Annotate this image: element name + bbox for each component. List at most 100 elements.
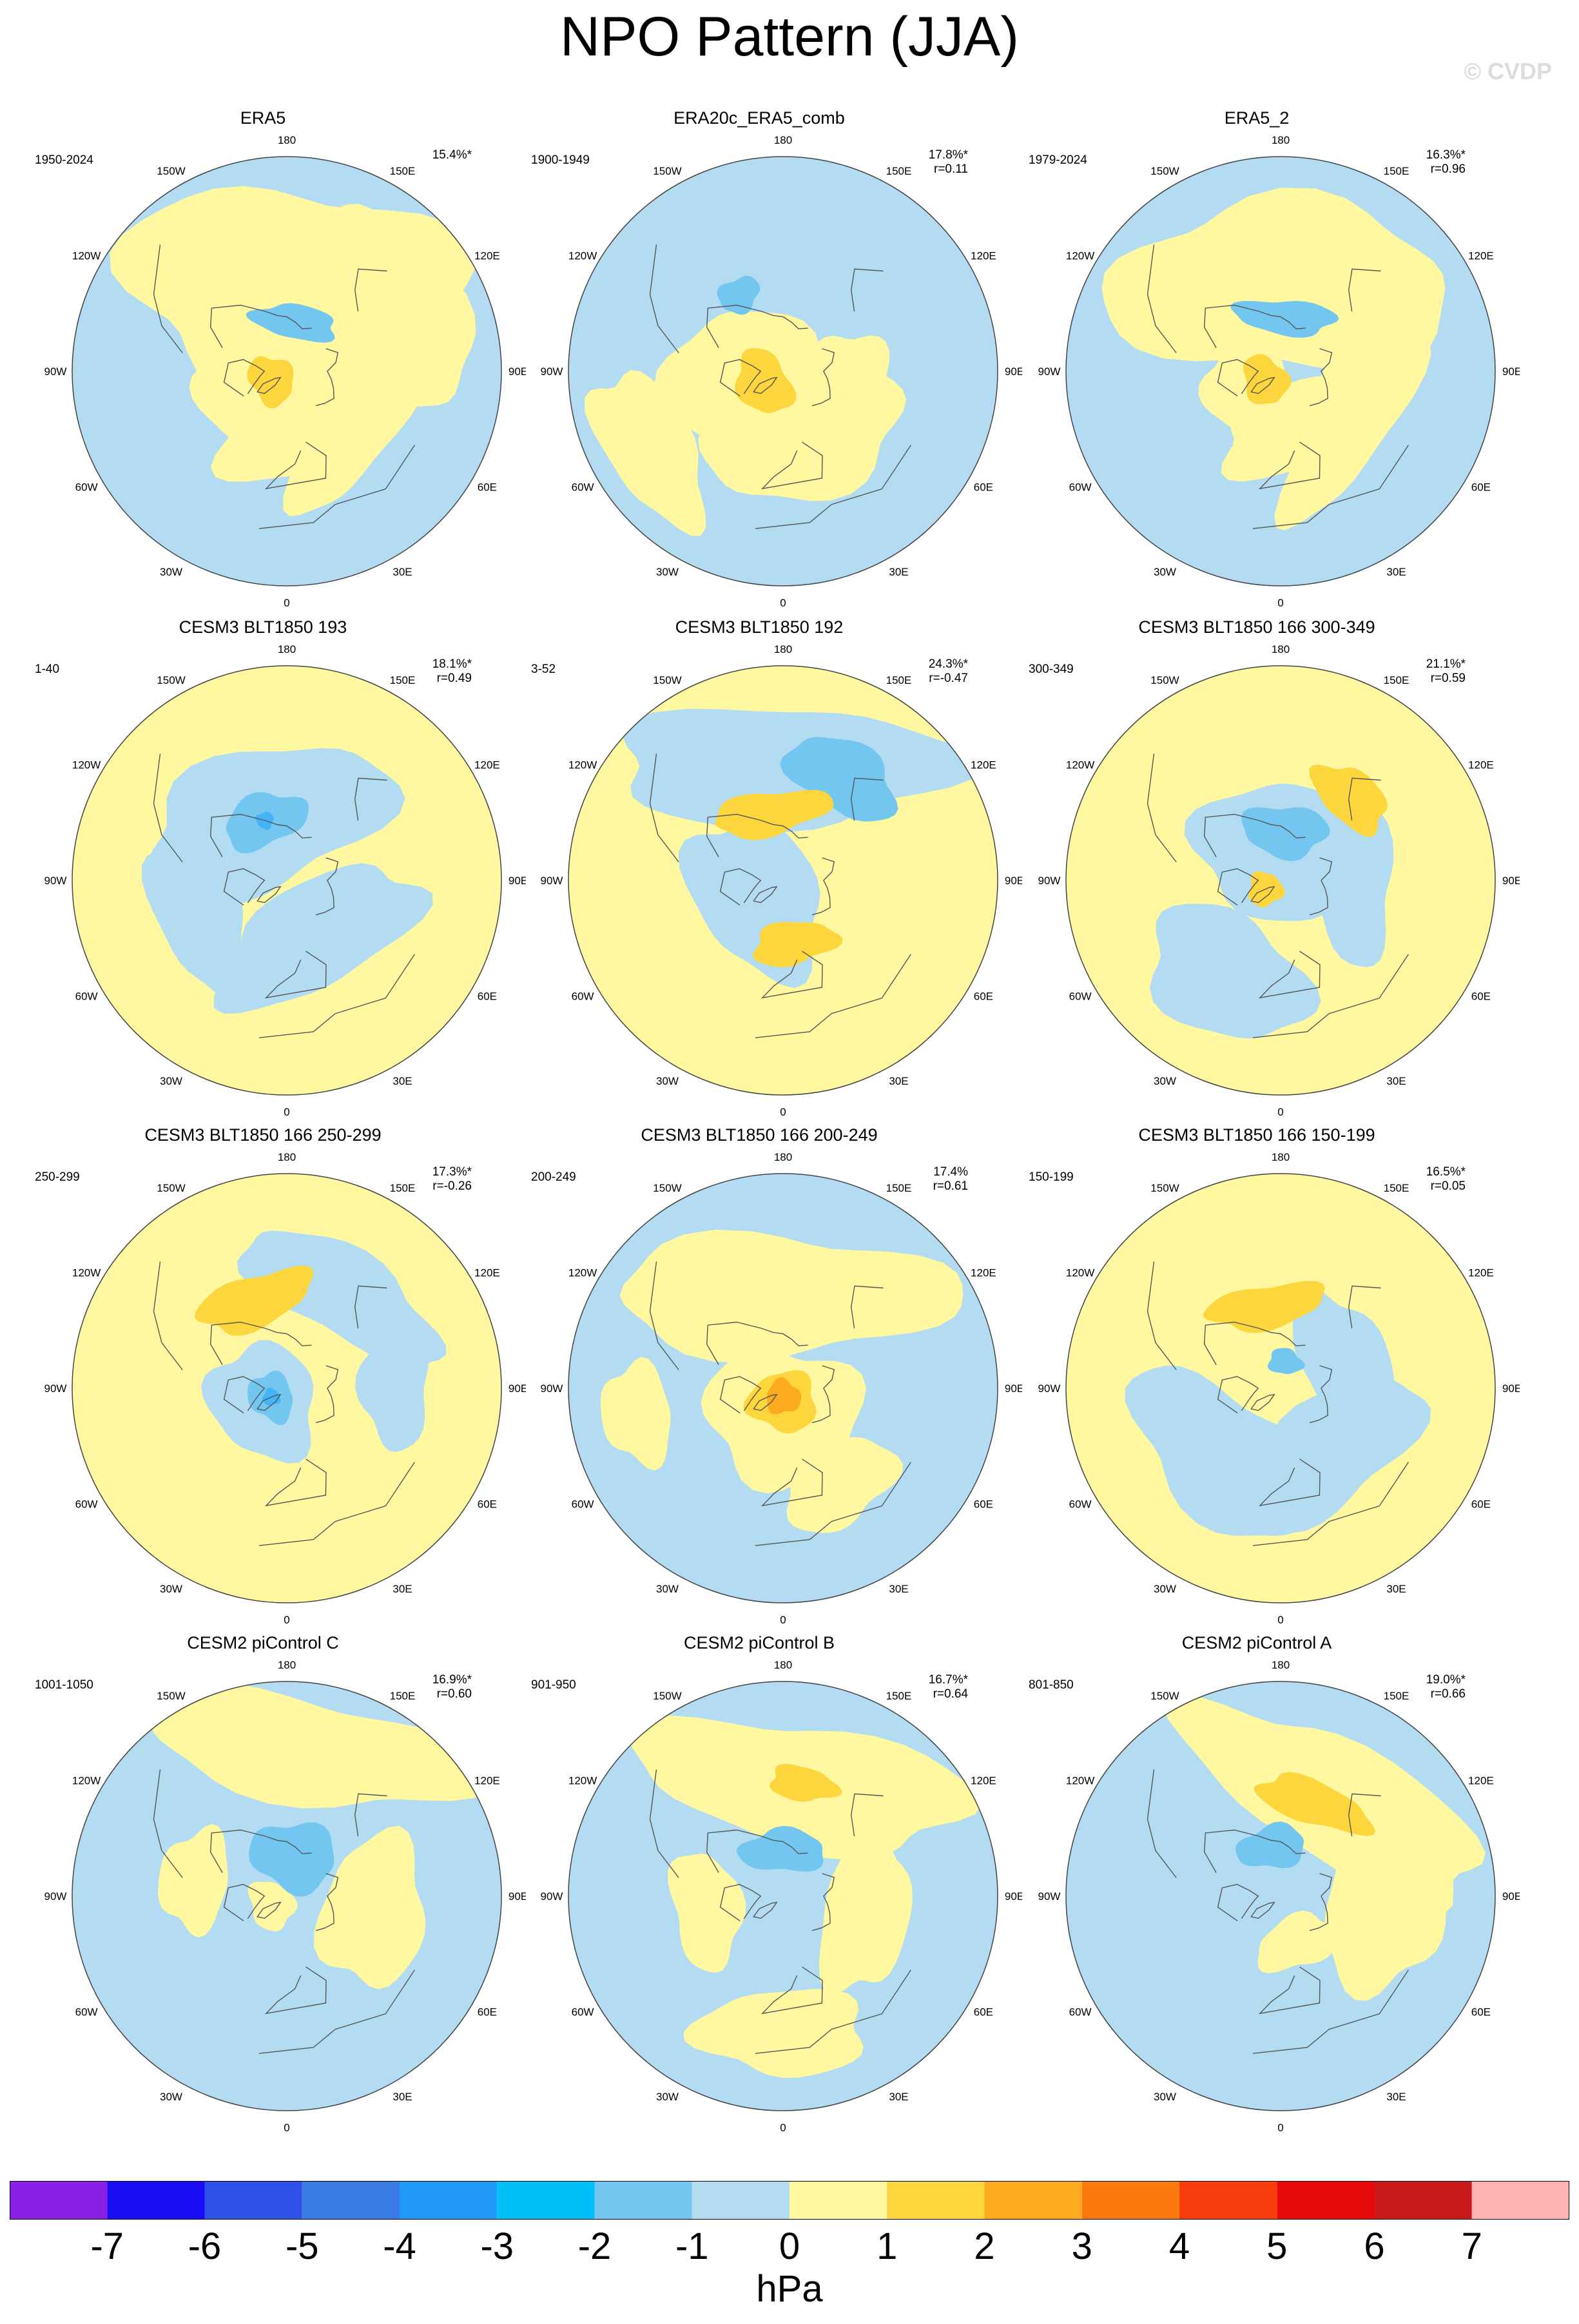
longitude-label: 90W — [44, 1382, 67, 1395]
colorbar-tick-label: 3 — [1071, 2225, 1092, 2267]
polar-map: 180 150E 120E 90E 60E 30E 0 30W 60W 90W 120W 150W — [44, 1151, 526, 1626]
longitude-label: 30W — [656, 1075, 679, 1087]
coastline — [755, 1462, 911, 1546]
panel-period: 1001-1050 — [35, 1678, 93, 1692]
coastline — [1147, 244, 1177, 353]
longitude-label: 90E — [1502, 1890, 1520, 1903]
longitude-label: 30E — [1386, 2091, 1406, 2103]
colorbar-tick-label: 0 — [779, 2225, 800, 2267]
anomaly-contour-pos1 — [600, 1357, 671, 1471]
coastline — [315, 857, 339, 916]
longitude-label: 60E — [1471, 1498, 1491, 1511]
panel-title: CESM2 piControl A — [1181, 1633, 1332, 1652]
panel-title: ERA5_2 — [1224, 108, 1290, 128]
panel-title: CESM3 BLT1850 166 200-249 — [641, 1125, 878, 1145]
coastline — [315, 1873, 339, 1932]
map-frame — [1065, 156, 1496, 586]
panel-period: 1950-2024 — [35, 153, 93, 167]
pattern-correlation: r=0.64 — [933, 1687, 968, 1701]
longitude-label: 180 — [278, 1151, 296, 1163]
longitude-label: 0 — [284, 1106, 289, 1118]
longitude-label: 180 — [278, 643, 296, 655]
coastline — [649, 244, 679, 353]
longitude-label: 120E — [971, 759, 996, 771]
longitude-label: 30E — [1386, 1075, 1406, 1087]
longitude-label: 30E — [889, 1075, 908, 1087]
longitude-label: 150W — [653, 165, 681, 177]
colorbar-swatch — [10, 2181, 108, 2220]
longitude-label: 180 — [1272, 1151, 1290, 1163]
panel-period: 300-349 — [1029, 663, 1074, 676]
coastline — [354, 1793, 387, 1837]
colorbar — [10, 2181, 1569, 2220]
longitude-label: 150W — [157, 1182, 185, 1194]
polar-map: 180 150E 120E 90E 60E 30E 0 30W 60W 90W 120W 150W — [541, 643, 1022, 1118]
longitude-label: 150E — [390, 674, 416, 686]
anomaly-contour-pos1 — [1324, 1831, 1446, 2001]
longitude-label: 30W — [1154, 566, 1176, 578]
map-panel: CESM2 piControl A 801-850 19.0%* r=0.66 180 1… — [994, 1633, 1520, 2142]
anomaly-contour-neg2 — [736, 1826, 824, 1872]
longitude-label: 30E — [1386, 566, 1406, 578]
coastline — [850, 1793, 884, 1837]
coastline — [1309, 1873, 1333, 1932]
pattern-correlation: r=0.59 — [1430, 672, 1466, 685]
longitude-label: 30W — [160, 2091, 182, 2103]
coastline — [760, 441, 823, 490]
coastline — [1258, 951, 1321, 999]
longitude-label: 60W — [1069, 481, 1092, 494]
coastline — [1309, 348, 1333, 407]
coastline — [1348, 1285, 1381, 1329]
colorbar-tick-label: 1 — [877, 2225, 898, 2267]
coastline — [223, 1884, 266, 1922]
coastline — [1147, 1261, 1177, 1370]
panel-period: 3-52 — [531, 663, 556, 676]
coastline — [354, 777, 387, 821]
colorbar-swatch — [107, 2181, 205, 2220]
coastline — [257, 1393, 282, 1411]
coastline — [257, 886, 282, 904]
page-title: NPO Pattern (JJA) — [559, 6, 1020, 68]
longitude-label: 90W — [44, 365, 67, 378]
pattern-correlation: r=-0.26 — [432, 1179, 472, 1193]
coastline — [1258, 441, 1321, 490]
anomaly-contour-neg2 — [1235, 1821, 1304, 1868]
panel-period: 801-850 — [1029, 1678, 1074, 1692]
longitude-label: 120W — [72, 1775, 101, 1787]
coastline — [258, 1970, 415, 2054]
longitude-label: 60E — [974, 481, 993, 494]
map-panel: CESM2 piControl B 901-950 16.7%* r=0.64 180 1… — [496, 1633, 1022, 2142]
colorbar-tick-label: -2 — [577, 2225, 612, 2267]
longitude-label: 120E — [971, 250, 996, 262]
coastline — [811, 1365, 835, 1424]
longitude-label: 150W — [157, 1690, 185, 1702]
longitude-label: 30W — [160, 1583, 182, 1595]
anomaly-contour-pos1 — [1257, 1910, 1342, 1973]
pattern-correlation: r=0.49 — [436, 672, 472, 685]
panel-title: CESM3 BLT1850 193 — [179, 617, 347, 637]
coastline — [153, 1769, 183, 1878]
coastline — [811, 1873, 835, 1932]
longitude-label: 120W — [1066, 1775, 1094, 1787]
coastline — [1309, 857, 1333, 916]
anomaly-contour-pos1 — [152, 1682, 491, 1808]
variance-explained: 17.3%* — [432, 1165, 472, 1179]
anomaly-contour-pos1 — [314, 1825, 426, 1990]
coastline — [850, 1285, 884, 1329]
longitude-label: 0 — [780, 597, 786, 609]
coastline — [257, 376, 282, 394]
anomaly-contour-pos1 — [668, 1854, 746, 1973]
colorbar-units: hPa — [756, 2268, 823, 2310]
coastline — [1250, 1901, 1275, 1919]
longitude-label: 60E — [478, 1498, 497, 1511]
coastline — [1348, 777, 1381, 821]
longitude-label: 120W — [72, 1267, 101, 1279]
map-frame — [72, 1681, 502, 2111]
coastline — [1250, 376, 1275, 394]
coastline — [209, 1829, 312, 1873]
longitude-label: 30W — [1154, 2091, 1176, 2103]
anomaly-contour-pos1 — [799, 335, 890, 442]
longitude-label: 0 — [1277, 1614, 1283, 1626]
map-panel: CESM3 BLT1850 193 1-40 18.1%* r=0.49 180 150E… — [0, 617, 526, 1127]
coastline — [755, 1970, 911, 2054]
